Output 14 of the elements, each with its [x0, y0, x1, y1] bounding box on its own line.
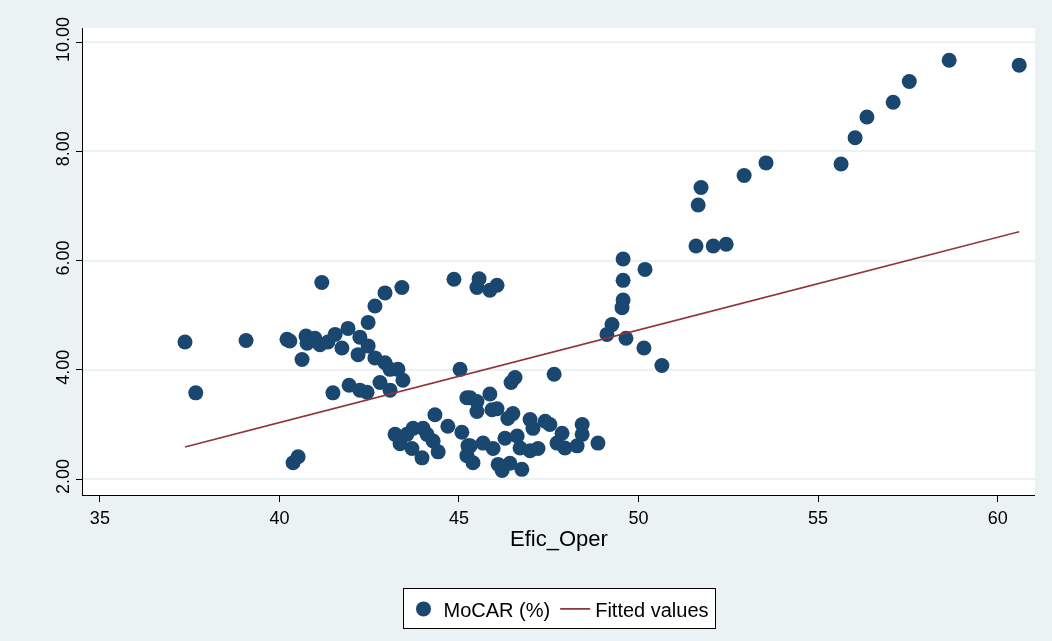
x-tick-label: 35 [89, 507, 110, 528]
y-tick-label: 10.00 [52, 16, 73, 63]
y-tick-label: 4.00 [52, 349, 73, 385]
y-tick-label: 8.00 [52, 131, 73, 167]
y-tick-label: 2.00 [52, 458, 73, 494]
x-axis-title: Efic_Oper [510, 526, 608, 552]
y-tick-label: 6.00 [52, 240, 73, 276]
x-tick-label: 45 [448, 507, 470, 528]
x-tick-label: 60 [987, 507, 1008, 528]
x-tick-label: 50 [628, 507, 649, 528]
legend-label: Fitted values [595, 598, 709, 621]
x-tick-label: 40 [269, 507, 290, 528]
legend-label: MoCAR (%) [443, 598, 551, 621]
x-tick-label: 55 [808, 507, 829, 528]
